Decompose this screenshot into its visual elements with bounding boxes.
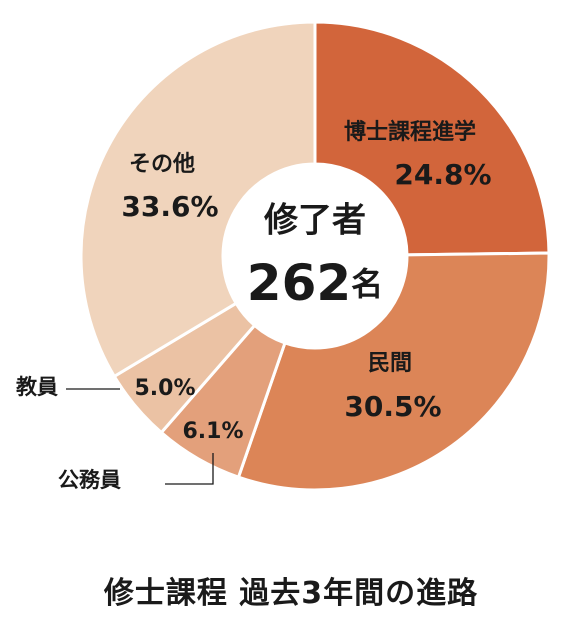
slice-name-0: 博士課程進学 — [344, 119, 476, 145]
slice-value-4: 33.6% — [121, 190, 218, 223]
center-count-unit: 名 — [351, 265, 383, 303]
center-count-number: 262 — [247, 254, 351, 312]
chart-caption: 修士課程 過去3年間の進路 — [103, 576, 479, 611]
slice-name-1: 民間 — [368, 351, 412, 376]
slice-4 — [79, 20, 317, 378]
slice-name-3: 教員 — [16, 375, 58, 399]
slice-0 — [313, 20, 551, 257]
slice-1 — [237, 251, 551, 492]
slice-value-3: 5.0% — [134, 376, 195, 401]
slice-value-2: 6.1% — [182, 419, 243, 444]
slice-name-2: 公務員 — [58, 468, 121, 492]
slice-name-4: その他 — [129, 152, 195, 177]
center-count: 262名 — [247, 254, 383, 312]
leader-line-2 — [165, 453, 214, 485]
center-title: 修了者 — [263, 201, 366, 241]
slice-value-1: 30.5% — [344, 390, 441, 423]
slice-value-0: 24.8% — [394, 158, 491, 191]
